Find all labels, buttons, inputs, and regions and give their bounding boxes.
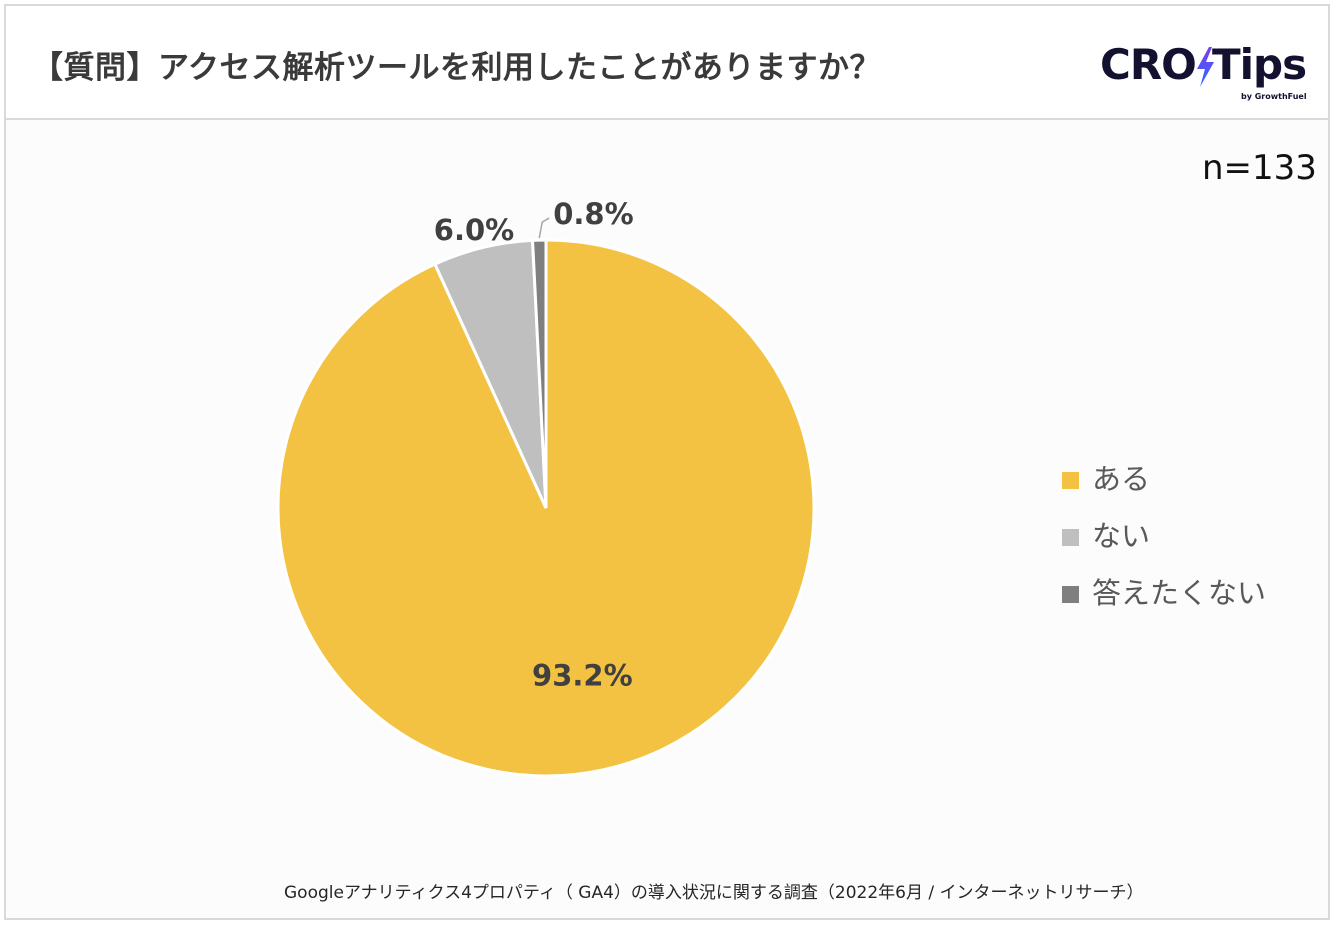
chart-frame: 【質問】アクセス解析ツールを利用したことがありますか？ CRO Tips by … [4, 4, 1330, 920]
page-title: 【質問】アクセス解析ツールを利用したことがありますか？ [32, 50, 881, 86]
slice-label-kotaetakunai: 0.8% [553, 197, 633, 231]
leader-line [538, 217, 550, 239]
slice-kotaetakunai [530, 238, 548, 509]
slice-label-aru: 93.2% [532, 659, 633, 693]
legend-swatch [1062, 529, 1079, 546]
legend-label: ある [1092, 462, 1151, 496]
legend-label: ない [1092, 519, 1151, 553]
logo-wordmark-left: CRO [1100, 40, 1197, 89]
lightning-bolt-icon [1197, 47, 1214, 87]
logo: CRO Tips by GrowthFuel [1096, 40, 1307, 106]
legend-swatch [1062, 472, 1079, 489]
source-note: Googleアナリティクス4プロパティ（ GA4）の導入状況に関する調査（202… [284, 883, 1144, 903]
pie-chart: 93.2% 6.0% 0.8% [276, 197, 816, 778]
logo-byline: by GrowthFuel [1241, 92, 1307, 101]
slice-label-nai: 6.0% [434, 213, 514, 247]
legend-label: 答えたくない [1092, 576, 1267, 610]
header: 【質問】アクセス解析ツールを利用したことがありますか？ CRO Tips by … [6, 6, 1328, 120]
sample-size: n=133 [1202, 148, 1317, 188]
logo-wordmark-right: Tips [1212, 40, 1307, 89]
legend-swatch [1062, 586, 1079, 603]
